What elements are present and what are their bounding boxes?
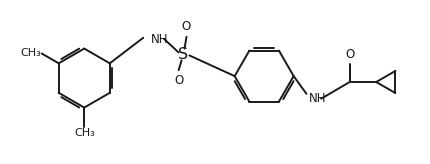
Text: O: O — [182, 20, 191, 33]
Text: CH₃: CH₃ — [20, 49, 41, 59]
Text: O: O — [345, 48, 354, 61]
Text: O: O — [174, 74, 183, 87]
Text: CH₃: CH₃ — [74, 128, 95, 138]
Text: NH: NH — [308, 92, 326, 105]
Text: NH: NH — [151, 33, 169, 46]
Text: S: S — [178, 47, 189, 62]
